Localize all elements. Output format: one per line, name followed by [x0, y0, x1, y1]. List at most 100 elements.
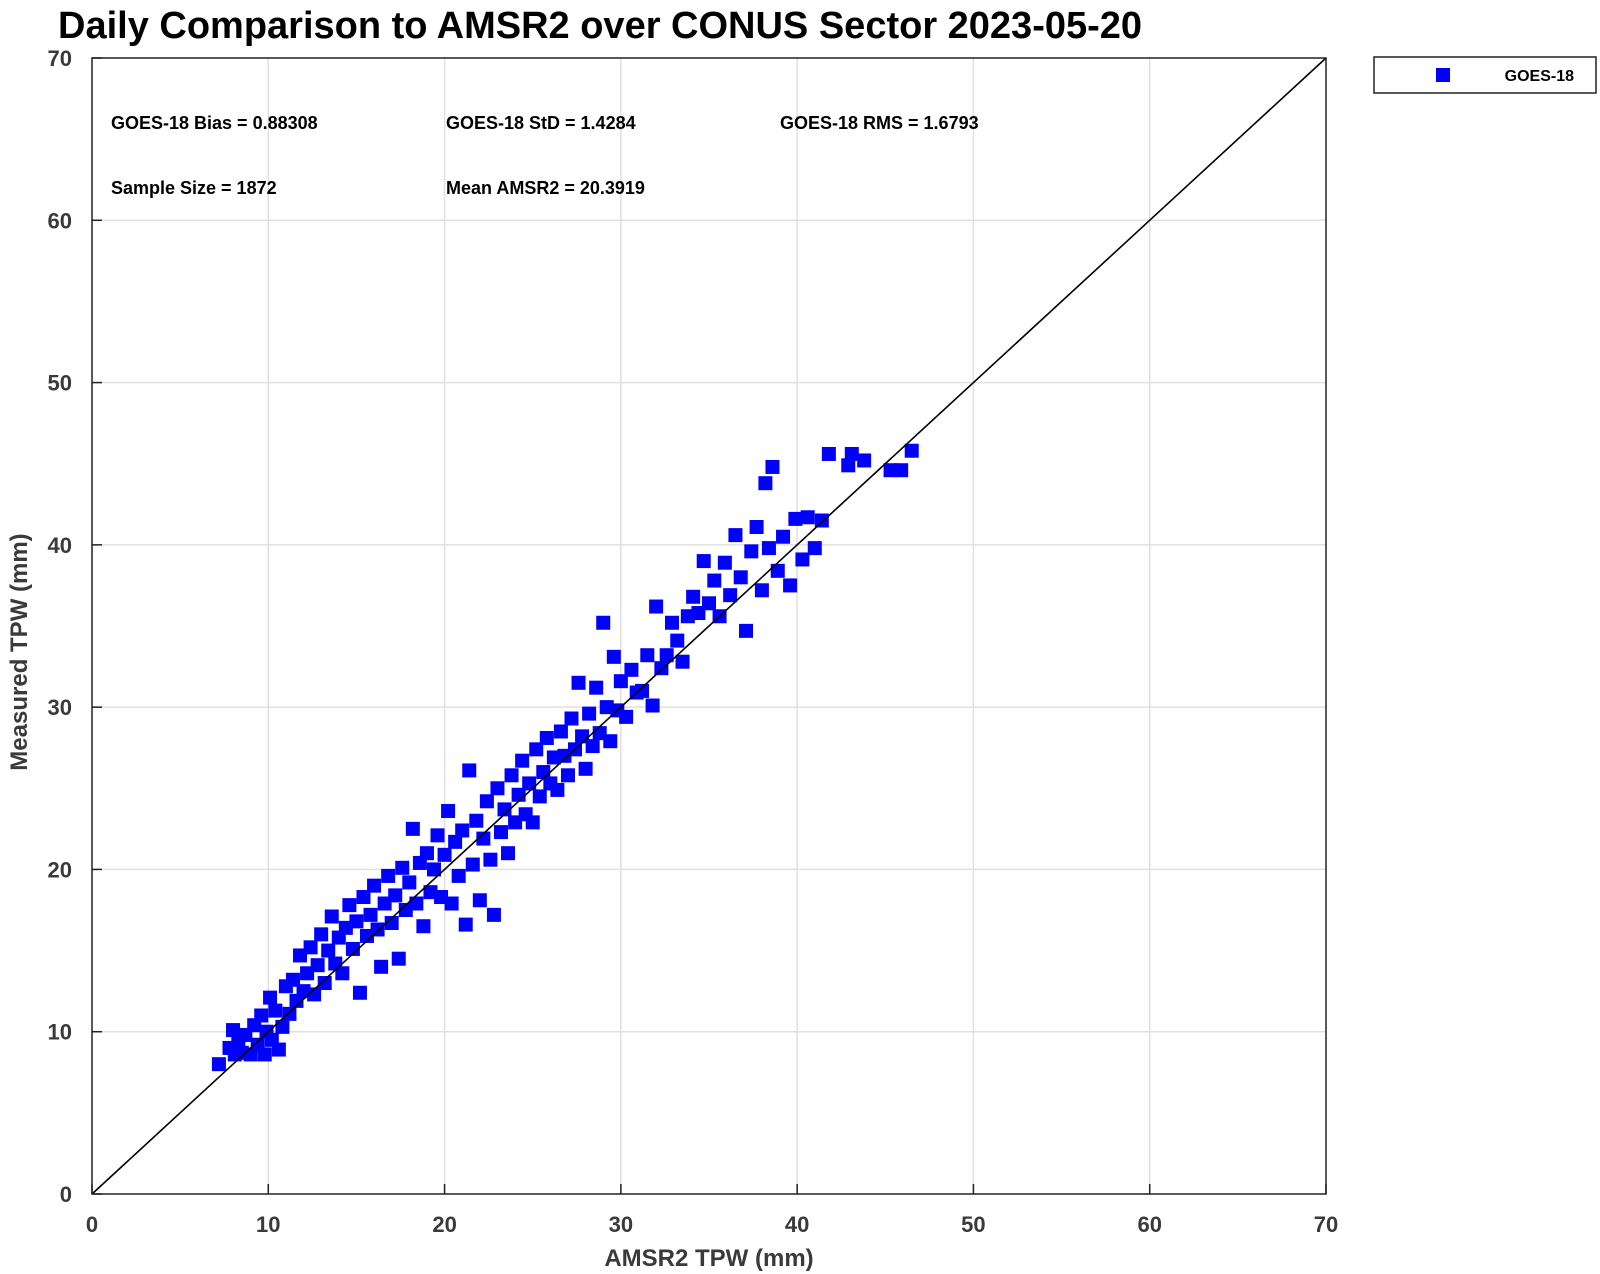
plot-frame — [91, 57, 1327, 1195]
data-point — [434, 890, 449, 905]
data-point — [409, 896, 424, 911]
stat-bias: GOES-18 Bias = 0.88308 — [111, 113, 318, 133]
data-point — [504, 768, 519, 783]
data-point — [680, 609, 695, 624]
data-point — [686, 589, 701, 604]
y-tick-label: 40 — [48, 533, 72, 558]
data-point — [659, 648, 674, 663]
data-point — [437, 847, 452, 862]
data-point — [532, 789, 547, 804]
y-tick-label: 10 — [48, 1020, 72, 1045]
legend-marker-square — [1436, 68, 1450, 82]
data-point — [564, 711, 579, 726]
data-point — [654, 661, 669, 676]
data-point — [765, 459, 780, 474]
legend: GOES-18 — [1373, 56, 1597, 94]
data-point — [388, 888, 403, 903]
data-point — [728, 528, 743, 543]
y-tick-label: 50 — [48, 371, 72, 396]
data-point — [515, 753, 530, 768]
plot-area — [91, 57, 1327, 1195]
data-point — [483, 852, 498, 867]
data-point — [723, 588, 738, 603]
x-tick-label: 30 — [609, 1212, 633, 1237]
data-point — [529, 742, 544, 757]
data-point — [788, 511, 803, 526]
data-point — [635, 683, 650, 698]
data-point — [285, 972, 300, 987]
data-point — [702, 596, 716, 611]
data-point — [754, 583, 769, 598]
legend-box — [1373, 56, 1597, 94]
data-point — [675, 654, 690, 669]
data-point — [356, 890, 371, 905]
data-point — [472, 893, 487, 908]
data-point — [857, 453, 872, 468]
x-tick-label: 0 — [86, 1212, 98, 1237]
data-point — [553, 724, 568, 739]
data-point — [271, 1042, 286, 1057]
reference-line-y-equals-x — [91, 57, 1327, 1195]
x-tick-label: 20 — [432, 1212, 456, 1237]
data-point — [613, 674, 628, 689]
data-point — [211, 1057, 226, 1072]
data-point — [645, 698, 660, 713]
data-point — [596, 615, 611, 630]
data-point — [405, 821, 420, 836]
data-point — [254, 1008, 269, 1023]
data-point — [426, 862, 441, 877]
data-point — [497, 802, 512, 817]
data-point — [465, 857, 480, 872]
data-point — [539, 730, 554, 745]
data-point — [717, 555, 732, 570]
data-point — [448, 834, 463, 849]
chart-title: Daily Comparison to AMSR2 over CONUS Sec… — [58, 5, 1142, 47]
data-point — [352, 985, 367, 1000]
data-point — [749, 520, 764, 535]
data-point — [469, 813, 484, 828]
data-point — [525, 815, 540, 830]
data-point — [370, 922, 385, 937]
data-point — [300, 966, 315, 981]
data-point — [458, 917, 473, 932]
data-point — [814, 513, 829, 528]
data-point — [841, 458, 856, 473]
data-point — [360, 928, 375, 943]
data-point — [395, 860, 410, 875]
y-tick-label: 20 — [48, 857, 72, 882]
data-point — [761, 541, 776, 556]
data-point — [783, 578, 798, 593]
data-point — [430, 828, 445, 843]
data-point — [310, 958, 325, 973]
data-point — [462, 763, 477, 778]
data-point — [707, 573, 722, 588]
tick-marks — [91, 57, 1327, 1195]
data-point — [649, 599, 664, 614]
x-tick-label: 40 — [785, 1212, 809, 1237]
data-point — [807, 541, 822, 556]
data-point — [342, 898, 357, 913]
data-point — [345, 941, 360, 956]
data-point — [883, 463, 898, 478]
data-point — [582, 706, 597, 721]
data-point — [338, 920, 353, 935]
data-point — [546, 750, 561, 765]
data-point — [321, 943, 336, 958]
data-point — [263, 990, 278, 1005]
legend-label-goes-18: GOES-18 — [1505, 68, 1574, 85]
data-point — [606, 649, 621, 664]
data-point — [744, 544, 759, 559]
data-point — [599, 700, 614, 715]
stat-sample-size: Sample Size = 1872 — [111, 178, 277, 198]
data-point — [419, 846, 434, 861]
data-point — [391, 951, 406, 966]
x-tick-label: 70 — [1314, 1212, 1338, 1237]
data-point — [795, 552, 810, 567]
data-point — [282, 1006, 297, 1021]
data-point — [664, 615, 679, 630]
data-point — [800, 510, 815, 525]
y-axis-label: Measured TPW (mm) — [6, 533, 33, 770]
data-point — [275, 1019, 290, 1034]
data-point — [557, 748, 572, 763]
